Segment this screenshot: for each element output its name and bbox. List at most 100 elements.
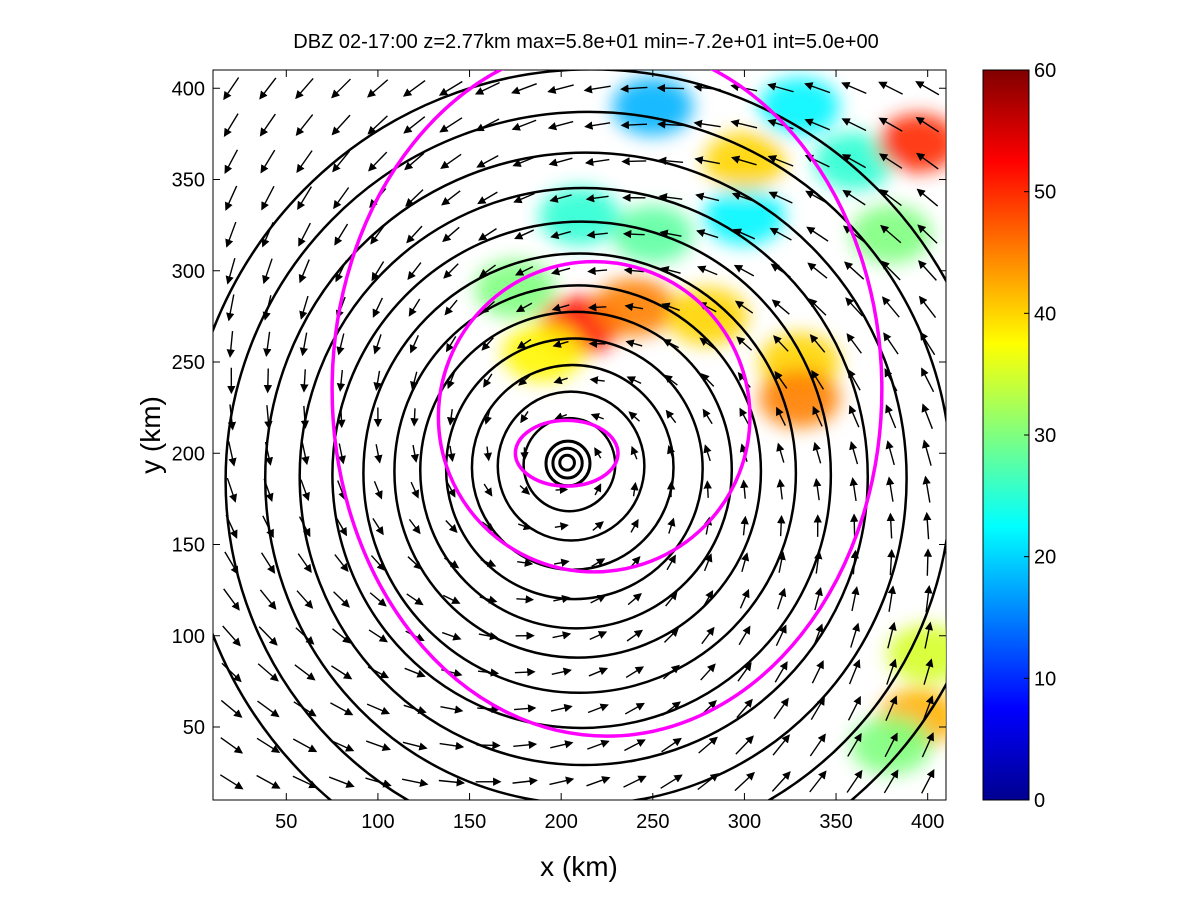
wind-arrow (447, 445, 456, 463)
wind-arrow (774, 661, 788, 683)
wind-arrow (445, 520, 458, 534)
wind-arrow (738, 625, 751, 646)
wind-arrow (513, 192, 535, 204)
wind-arrow (404, 152, 425, 171)
wind-arrow (586, 230, 608, 239)
reflectivity-cell (612, 77, 694, 136)
wind-arrow (921, 732, 934, 758)
wind-arrow (700, 663, 716, 681)
wind-arrow (371, 261, 385, 282)
wind-arrow (730, 155, 757, 166)
wind-arrow (260, 149, 276, 174)
wind-arrow (887, 621, 897, 649)
wind-arrow (520, 411, 529, 424)
wind-arrow (583, 85, 611, 94)
wind-arrow (223, 588, 240, 611)
wind-arrow (591, 558, 606, 568)
wind-arrow (881, 296, 900, 318)
wind-arrow (841, 154, 867, 169)
wind-arrow (594, 447, 603, 459)
wind-arrow (447, 482, 456, 498)
wind-arrow (550, 703, 573, 713)
wind-arrow (810, 696, 825, 721)
wind-arrow (767, 82, 794, 93)
wind-arrow (656, 83, 685, 93)
wind-arrow (365, 740, 391, 752)
wind-arrow (878, 117, 903, 132)
wind-arrow (701, 626, 715, 645)
wind-arrow (220, 699, 243, 718)
wind-arrow (626, 376, 642, 385)
wind-arrow (589, 376, 605, 385)
reflectivity-cell (704, 186, 785, 246)
wind-arrow (847, 732, 862, 757)
colorbar-tick-label: 40 (1034, 303, 1056, 325)
wind-arrow (657, 156, 684, 165)
x-tick-label: 400 (911, 811, 944, 833)
wind-arrow (483, 483, 493, 497)
wind-arrow (408, 518, 421, 535)
wind-arrow (880, 260, 901, 281)
wind-arrow (300, 479, 310, 502)
wind-arrow (367, 115, 388, 135)
wind-arrow (923, 511, 932, 540)
wind-arrow (300, 369, 309, 393)
wind-arrow (730, 119, 758, 129)
wind-arrow (584, 121, 611, 130)
wind-arrow (809, 733, 826, 757)
wind-arrow (555, 485, 569, 495)
wind-arrow (695, 192, 720, 202)
wind-arrow (331, 78, 351, 99)
wind-arrow (885, 695, 898, 721)
wind-arrow (887, 548, 896, 576)
wind-arrow (880, 224, 902, 244)
wind-arrow (224, 149, 239, 174)
wind-arrow (921, 768, 935, 794)
wind-arrow (851, 586, 860, 612)
wind-arrow (736, 336, 753, 351)
wind-arrow (479, 264, 496, 278)
wind-arrow (915, 81, 940, 96)
wind-arrow (740, 479, 749, 499)
wind-arrow (550, 230, 572, 240)
colorbar-ticks: 0 10 20 30 40 50 60 (1024, 60, 1056, 812)
x-axis-title: x (km) (540, 851, 618, 882)
pressure-contour (419, 310, 734, 630)
wind-arrow (483, 446, 493, 462)
wind-arrow (514, 265, 534, 276)
pressure-contour (558, 453, 576, 472)
wind-arrow (659, 229, 682, 238)
wind-arrow (256, 737, 281, 753)
wind-arrow (516, 595, 535, 604)
wind-arrow (771, 771, 791, 792)
wind-arrow (404, 667, 426, 678)
wind-arrow (366, 703, 391, 715)
wind-arrow (331, 114, 351, 136)
wind-arrow (441, 190, 461, 206)
wind-arrow (402, 741, 428, 751)
wind-arrow (219, 774, 244, 790)
pressure-contour (298, 186, 870, 767)
wind-arrow (700, 373, 715, 387)
wind-arrow (438, 778, 465, 787)
reflectivity-cell (667, 287, 749, 346)
wind-arrow (620, 120, 648, 130)
wind-arrow (516, 338, 532, 349)
wind-arrow (924, 584, 933, 613)
wind-arrow (622, 229, 645, 239)
wind-arrow (741, 552, 750, 573)
wind-arrow (554, 522, 569, 531)
wind-arrow (292, 738, 318, 753)
wind-arrow (331, 665, 353, 680)
wind-arrow (296, 590, 314, 609)
colorbar-tick-label: 60 (1034, 60, 1056, 82)
wind-arrow (257, 663, 279, 682)
wind-arrow (547, 120, 574, 131)
wind-arrow (667, 517, 676, 534)
wind-arrow (295, 114, 314, 137)
wind-arrow (733, 264, 755, 277)
wind-arrow (776, 442, 785, 463)
wind-arrow (809, 334, 826, 353)
wind-arrow (440, 705, 464, 714)
wind-arrow (812, 405, 823, 427)
